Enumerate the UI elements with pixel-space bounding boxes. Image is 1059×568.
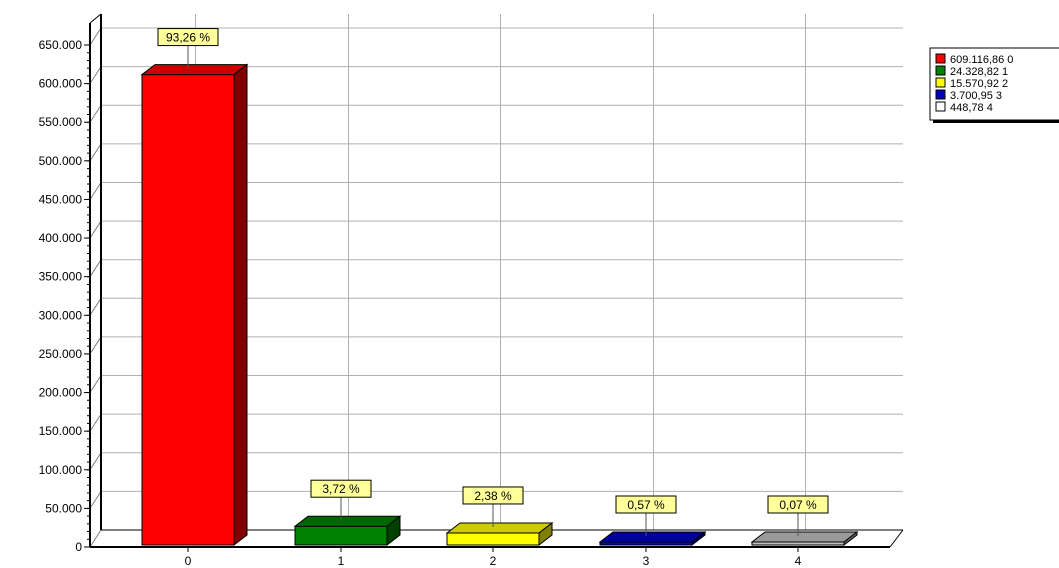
x-axis-labels: 0 1 2 3 4 (185, 554, 802, 568)
legend-label: 24.328,82 1 (950, 66, 1008, 78)
callout-box (462, 486, 524, 505)
side-wall-line (89, 220, 102, 239)
percent-callout-1: 3,72 % (310, 479, 372, 521)
legend-swatch (935, 101, 946, 112)
x-tick-label: 2 (490, 554, 497, 568)
side-wall-line (89, 491, 102, 509)
percent-callout-0: 93,26 % (157, 28, 219, 69)
y-tick-label: 500.000 (39, 154, 83, 168)
bar-3 (598, 530, 707, 547)
y-tick-label: 550.000 (39, 115, 83, 129)
legend-swatch (935, 65, 946, 76)
percent-callout-2: 2,38 % (462, 486, 524, 527)
side-wall-line (89, 182, 102, 200)
side-wall-line (89, 413, 102, 432)
y-axis-ticks: 0 50.000 100.000 150.000 200.000 250.000 300.0… (39, 38, 90, 554)
callout-box (615, 495, 677, 514)
y-tick-label: 150.000 (39, 424, 83, 438)
bar-side (843, 530, 858, 547)
legend-swatch (935, 77, 946, 88)
bar-top (445, 522, 554, 534)
side-wall-line (89, 259, 102, 277)
y-tick-label: 600.000 (39, 77, 83, 91)
side-wall-line (89, 452, 102, 471)
floor-right-line (889, 529, 904, 548)
legend-swatch (935, 53, 946, 64)
bar-1 (293, 515, 402, 547)
x-tick-label: 4 (795, 554, 802, 568)
percent-label: 3,72 % (322, 482, 360, 496)
percent-label: 0,07 % (779, 498, 817, 512)
bar-front (141, 74, 235, 546)
x-tick-label: 1 (338, 554, 345, 568)
side-wall-line (89, 27, 102, 46)
bar-side (386, 515, 401, 547)
callout-box (310, 479, 372, 498)
legend-label: 448,78 4 (950, 102, 993, 114)
side-wall-line (89, 336, 102, 355)
bar-side (538, 521, 553, 547)
y-tick-label: 50.000 (45, 501, 82, 515)
bar-side (691, 530, 706, 547)
x-tick-label: 3 (643, 554, 650, 568)
y-tick-label: 350.000 (39, 270, 83, 284)
bar-side (233, 63, 248, 547)
y-tick-label: 0 (75, 540, 82, 554)
legend-swatch (935, 89, 946, 100)
callout-box (157, 28, 219, 47)
y-tick-label: 650.000 (39, 38, 83, 52)
bars (140, 63, 859, 547)
y-tick-label: 250.000 (39, 347, 83, 361)
callout-box (767, 495, 829, 514)
side-wall-line (89, 529, 102, 548)
percent-label: 0,57 % (627, 498, 665, 512)
percent-labels: 93,26 % 3,72 % 2,38 % 0,57 % 0,07 % (157, 28, 829, 536)
bar-front (294, 525, 388, 546)
y-tick-label: 300.000 (39, 308, 83, 322)
percent-label: 2,38 % (474, 489, 512, 503)
legend: 609.116,86 024.328,82 115.570,92 23.700,… (929, 47, 1059, 123)
bar-top (140, 64, 249, 76)
side-wall-line (89, 66, 102, 84)
side-wall-line (89, 298, 102, 316)
bar-0 (140, 63, 249, 547)
x-tick-label: 0 (185, 554, 192, 568)
bar-top (293, 515, 402, 527)
y-tick-label: 200.000 (39, 386, 83, 400)
bar-top (750, 531, 859, 543)
bar-top (598, 531, 707, 543)
legend-label: 3.700,95 3 (950, 90, 1002, 102)
bar-2 (445, 521, 554, 547)
y-tick-label: 450.000 (39, 192, 83, 206)
legend-box (929, 47, 1059, 121)
legend-label: 15.570,92 2 (950, 78, 1008, 90)
percent-callout-3: 0,57 % (615, 495, 677, 536)
y-tick-label: 100.000 (39, 463, 83, 477)
axis-top-diagonal (89, 13, 102, 24)
y-tick-label: 400.000 (39, 231, 83, 245)
side-wall-line (89, 375, 102, 393)
legend-label: 609.116,86 0 (950, 54, 1013, 66)
side-wall-line (89, 104, 102, 123)
percent-callout-4: 0,07 % (767, 495, 829, 536)
percent-label: 93,26 % (166, 31, 210, 45)
bar-front (446, 532, 540, 546)
bar-4 (750, 530, 859, 547)
side-wall-line (89, 143, 102, 162)
